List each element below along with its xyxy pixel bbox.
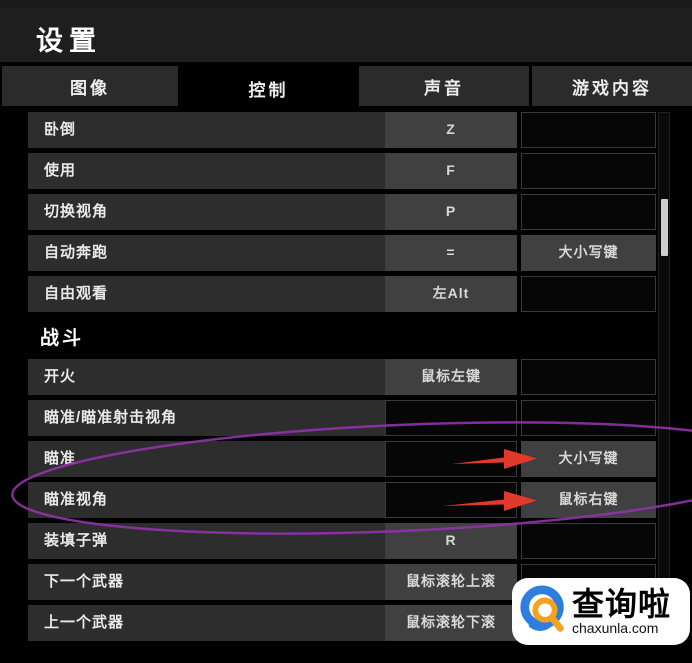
keybind-label: 自动奔跑	[28, 235, 385, 271]
scrollbar-track[interactable]	[658, 112, 670, 642]
tab-sound[interactable]: 声音	[359, 66, 529, 106]
key-slot-secondary[interactable]	[521, 153, 656, 189]
key-slot-primary[interactable]: 鼠标左键	[385, 359, 517, 395]
keybind-label: 上一个武器	[28, 605, 385, 641]
watermark-title: 查询啦	[572, 586, 672, 622]
key-slot-primary[interactable]: P	[385, 194, 517, 230]
key-slot-secondary[interactable]	[521, 523, 656, 559]
page-title: 设置	[36, 26, 102, 56]
keybind-row: 使用 F	[28, 153, 656, 189]
background-strip	[0, 0, 692, 8]
keybind-label: 切换视角	[28, 194, 385, 230]
watermark-text: 查询啦 chaxunla.com	[572, 588, 671, 635]
key-slot-secondary[interactable]	[521, 276, 656, 312]
keybind-label: 使用	[28, 153, 385, 189]
tab-controls[interactable]: 控制	[181, 64, 356, 112]
key-slot-primary[interactable]: 鼠标滚轮下滚	[385, 605, 517, 641]
settings-header: 设置	[0, 8, 692, 62]
keybind-row: 开火 鼠标左键	[28, 359, 656, 395]
tab-graphics[interactable]: 图像	[2, 66, 178, 106]
chaxunla-logo-icon	[520, 584, 564, 632]
keybind-label: 卧倒	[28, 112, 385, 148]
key-slot-secondary[interactable]	[521, 359, 656, 395]
key-slot-primary[interactable]	[385, 482, 517, 518]
keybind-row: 瞄准/瞄准射击视角	[28, 400, 656, 436]
keybind-list: 卧倒 Z 使用 F 切换视角 P 自动奔跑 = 大小写键 自由观看 左Alt 战斗 开火 鼠标左键 瞄准/瞄…	[28, 112, 656, 646]
keybind-row: 卧倒 Z	[28, 112, 656, 148]
key-slot-primary[interactable]: 左Alt	[385, 276, 517, 312]
keybind-row: 切换视角 P	[28, 194, 656, 230]
key-slot-secondary[interactable]	[521, 400, 656, 436]
keybind-label: 下一个武器	[28, 564, 385, 600]
keybind-label: 开火	[28, 359, 385, 395]
settings-tabs: 图像 控制 声音 游戏内容	[0, 64, 692, 112]
key-slot-secondary[interactable]	[521, 194, 656, 230]
keybind-label: 装填子弹	[28, 523, 385, 559]
keybind-row: 瞄准 大小写键	[28, 441, 656, 477]
key-slot-primary[interactable]: 鼠标滚轮上滚	[385, 564, 517, 600]
keybind-row: 装填子弹 R	[28, 523, 656, 559]
keybind-label: 瞄准视角	[28, 482, 385, 518]
key-slot-secondary[interactable]	[521, 112, 656, 148]
keybind-row: 自由观看 左Alt	[28, 276, 656, 312]
keybind-row: 瞄准视角 鼠标右键	[28, 482, 656, 518]
keybind-row: 自动奔跑 = 大小写键	[28, 235, 656, 271]
key-slot-primary[interactable]: =	[385, 235, 517, 271]
key-slot-primary[interactable]: F	[385, 153, 517, 189]
watermark-badge: 查询啦 chaxunla.com	[512, 578, 690, 645]
tab-gameplay[interactable]: 游戏内容	[532, 66, 692, 106]
key-slot-secondary[interactable]: 大小写键	[521, 441, 656, 477]
watermark-domain: chaxunla.com	[572, 620, 659, 636]
key-slot-secondary[interactable]: 大小写键	[521, 235, 656, 271]
key-slot-primary[interactable]: Z	[385, 112, 517, 148]
keybind-label: 自由观看	[28, 276, 385, 312]
scrollbar-thumb[interactable]	[661, 199, 668, 256]
keybind-label: 瞄准	[28, 441, 385, 477]
section-header: 战斗	[40, 328, 85, 349]
key-slot-primary[interactable]	[385, 400, 517, 436]
keybind-label: 瞄准/瞄准射击视角	[28, 400, 385, 436]
key-slot-secondary[interactable]: 鼠标右键	[521, 482, 656, 518]
key-slot-primary[interactable]: R	[385, 523, 517, 559]
key-slot-primary[interactable]	[385, 441, 517, 477]
